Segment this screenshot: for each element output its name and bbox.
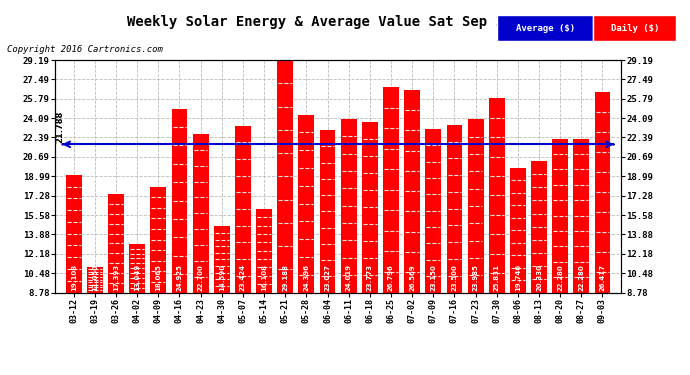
Text: 26.569: 26.569 [409,264,415,291]
Bar [362,122,377,292]
Text: 23.150: 23.150 [431,264,436,291]
Text: Copyright 2016 Cartronics.com: Copyright 2016 Cartronics.com [7,45,163,54]
Text: 24.396: 24.396 [304,264,309,291]
Bar [595,92,611,292]
Bar [129,244,145,292]
Text: 23.424: 23.424 [240,264,246,291]
Bar [319,130,335,292]
Text: 22.280: 22.280 [578,264,584,291]
Text: 23.500: 23.500 [451,264,457,291]
Bar [446,125,462,292]
Bar [108,194,124,292]
Bar [425,129,441,292]
Bar [489,98,504,292]
Bar [172,109,188,292]
Text: 23.027: 23.027 [324,264,331,291]
Text: 26.796: 26.796 [388,264,394,291]
Bar [256,209,272,292]
Text: 11.050: 11.050 [92,264,98,291]
Bar [404,90,420,292]
Text: 24.925: 24.925 [177,264,182,291]
Bar [214,226,230,292]
Bar [510,168,526,292]
Bar [299,115,315,292]
Text: 20.330: 20.330 [536,264,542,291]
Text: 29.188: 29.188 [282,264,288,291]
Text: 18.065: 18.065 [155,264,161,291]
Text: 19.108: 19.108 [70,264,77,291]
Text: 23.773: 23.773 [367,264,373,291]
Text: 19.746: 19.746 [515,264,521,291]
Text: 21.788: 21.788 [56,110,65,142]
Text: Daily ($): Daily ($) [611,24,659,33]
Text: 24.019: 24.019 [346,264,352,291]
Bar [66,175,81,292]
Text: 23.985: 23.985 [473,264,479,291]
Text: 13.049: 13.049 [134,264,140,291]
Text: 17.393: 17.393 [113,264,119,291]
Bar [235,126,251,292]
Text: Average ($): Average ($) [515,24,575,33]
Bar [383,87,399,292]
Text: 25.831: 25.831 [494,264,500,291]
Text: 22.280: 22.280 [558,264,563,291]
Bar [87,267,103,292]
Text: 14.590: 14.590 [219,264,225,291]
Bar [193,134,208,292]
Bar [341,119,357,292]
Bar [468,119,484,292]
Bar [277,60,293,292]
Text: 16.108: 16.108 [261,264,267,291]
Text: 22.700: 22.700 [197,264,204,291]
Bar [531,161,547,292]
Text: 26.417: 26.417 [600,264,606,291]
Bar [150,187,166,292]
Text: Weekly Solar Energy & Average Value Sat Sep 10 19:10: Weekly Solar Energy & Average Value Sat … [127,15,563,29]
Bar [552,139,568,292]
Bar [573,139,589,292]
